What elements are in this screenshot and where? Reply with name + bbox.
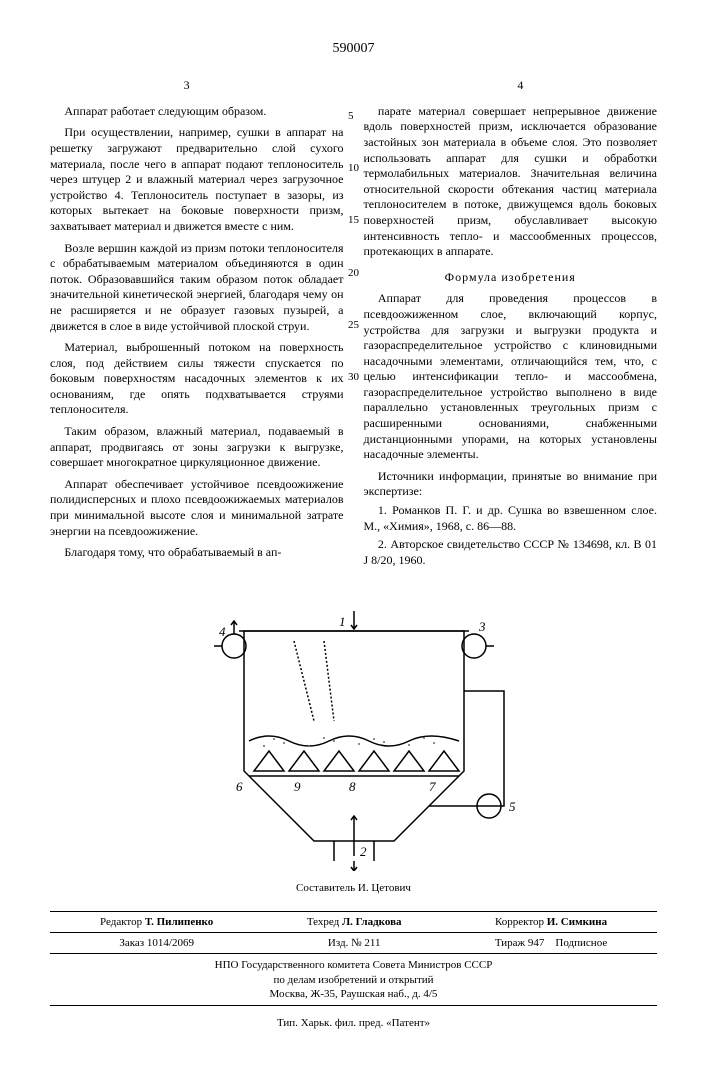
- footer-editor: Редактор Т. Пилипенко: [50, 911, 263, 932]
- diagram-label-7: 7: [429, 779, 436, 794]
- page-left: 3: [50, 78, 323, 94]
- page-right: 4: [384, 78, 657, 94]
- source-item: 1. Романков П. Г. и др. Сушка во взвешен…: [364, 503, 658, 534]
- paragraph: Аппарат для проведения процессов в псевд…: [364, 291, 658, 463]
- footer-org: НПО Государственного комитета Совета Мин…: [50, 954, 657, 1006]
- sources-block: Источники информации, принятые во вниман…: [364, 469, 658, 569]
- paragraph: Возле вершин каждой из призм потоки тепл…: [50, 241, 344, 335]
- diagram-label-1: 1: [339, 614, 346, 629]
- paragraph: Материал, выброшенный потоком на поверхн…: [50, 340, 344, 418]
- paragraph: При осуществлении, например, сушки в апп…: [50, 125, 344, 234]
- paragraph: Таким образом, влажный материал, подавае…: [50, 424, 344, 471]
- left-column: Аппарат работает следующим образом. При …: [50, 104, 344, 572]
- diagram-label-4: 4: [219, 624, 226, 639]
- footer-tirazh: Тираж 947 Подписное: [445, 933, 657, 954]
- footer-order: Заказ 1014/2069: [50, 933, 263, 954]
- diagram-label-8: 8: [349, 779, 356, 794]
- line-marker: 10: [348, 161, 359, 175]
- footer-techred: Техред Л. Гладкова: [263, 911, 445, 932]
- line-marker: 15: [348, 213, 359, 227]
- source-item: 2. Авторское свидетельство СССР № 134698…: [364, 537, 658, 568]
- footer-printer: Тип. Харьк. фил. пред. «Патент»: [50, 1016, 657, 1030]
- line-marker: 20: [348, 266, 359, 280]
- diagram-label-2: 2: [360, 844, 367, 859]
- formula-heading: Формула изобретения: [364, 270, 658, 286]
- document-number: 590007: [50, 40, 657, 58]
- footer-credits-table: Редактор Т. Пилипенко Техред Л. Гладкова…: [50, 911, 657, 955]
- footer-composer: Составитель И. Цетович: [50, 881, 657, 895]
- diagram-label-9: 9: [294, 779, 301, 794]
- paragraph: парате материал совершает непрерывное дв…: [364, 104, 658, 260]
- page-numbers: 3 4: [50, 78, 657, 94]
- paragraph: Аппарат обеспечивает устойчивое псевдоож…: [50, 477, 344, 539]
- right-column: парате материал совершает непрерывное дв…: [364, 104, 658, 572]
- sources-title: Источники информации, принятые во вниман…: [364, 469, 658, 500]
- footer-izd: Изд. № 211: [263, 933, 445, 954]
- diagram-label-5: 5: [509, 799, 516, 814]
- apparatus-diagram: 1 2 3 4 5 6 7 8 9: [174, 591, 534, 871]
- paragraph: Благодаря тому, что обрабатываемый в ап-: [50, 545, 344, 561]
- paragraph: Аппарат работает следующим образом.: [50, 104, 344, 120]
- line-marker: 25: [348, 318, 359, 332]
- footer-corrector: Корректор И. Симкина: [445, 911, 657, 932]
- diagram-label-3: 3: [478, 619, 486, 634]
- line-markers: 5 10 15 20 25 30: [348, 109, 359, 385]
- line-marker: 5: [348, 109, 359, 123]
- line-marker: 30: [348, 370, 359, 384]
- diagram-label-6: 6: [236, 779, 243, 794]
